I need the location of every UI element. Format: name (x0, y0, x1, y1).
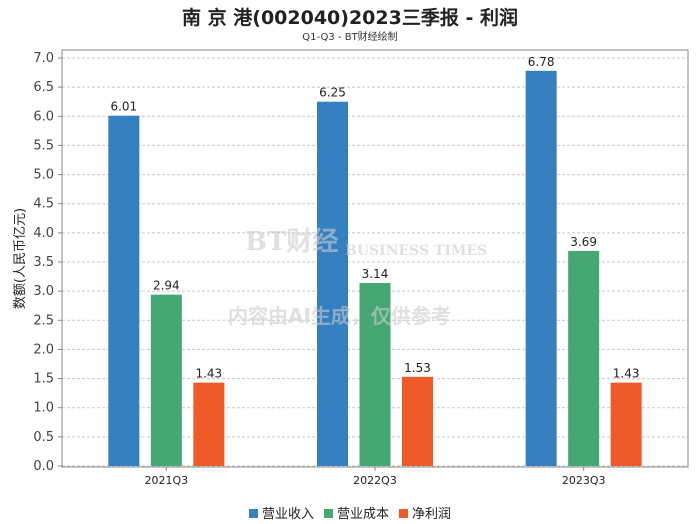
legend-item[interactable]: 净利润 (399, 507, 451, 522)
watermark-brand-en: BUSINESS TIMES (345, 243, 488, 259)
y-tick-label: 2.5 (33, 313, 54, 328)
legend-label: 营业成本 (336, 507, 389, 522)
y-tick-label: 1.5 (33, 372, 54, 387)
legend-item[interactable]: 营业收入 (248, 507, 314, 522)
data-label: 1.43 (613, 367, 640, 381)
y-tick-label: 5.0 (33, 168, 54, 183)
legend-label: 净利润 (412, 507, 452, 522)
bar-营业收入 (317, 101, 348, 466)
data-label: 6.78 (528, 55, 555, 69)
y-tick-label: 1.0 (33, 401, 54, 416)
data-label: 1.43 (195, 367, 222, 381)
legend-swatch (399, 509, 408, 518)
data-label: 6.01 (110, 100, 137, 114)
x-tick-label: 2021Q3 (145, 474, 189, 487)
y-tick-label: 3.0 (33, 284, 54, 299)
watermark-brand: BT财经 (245, 227, 339, 257)
watermark-notice: 内容由AI生成，仅供参考 (228, 304, 451, 328)
y-tick-label: 7.0 (33, 51, 54, 66)
legend-label: 营业收入 (261, 507, 314, 522)
bar-营业收入 (108, 115, 140, 467)
bar-营业成本 (359, 282, 391, 466)
y-tick-label: 5.5 (33, 138, 54, 153)
x-tick-label: 2022Q3 (353, 474, 397, 487)
y-tick-label: 6.0 (33, 109, 54, 124)
y-tick-label: 6.5 (33, 80, 54, 95)
bar-净利润 (402, 376, 433, 466)
chart-title: 南 京 港(002040)2023三季报 - 利润 (182, 7, 518, 29)
legend-item[interactable]: 营业成本 (323, 507, 389, 522)
chart-subtitle: Q1-Q3 - BT财经绘制 (302, 32, 398, 43)
legend-swatch (323, 509, 333, 518)
y-axis-label: 数额(人民币亿元) (13, 208, 28, 309)
legend-swatch (248, 509, 258, 518)
y-tick-label: 3.5 (33, 255, 54, 270)
bar-营业成本 (568, 250, 600, 466)
bar-净利润 (610, 382, 642, 466)
bar-营业成本 (150, 294, 182, 466)
data-label: 3.14 (362, 267, 389, 281)
y-tick-label: 4.0 (33, 226, 54, 241)
x-tick-label: 2023Q3 (562, 474, 606, 487)
y-tick-label: 4.5 (33, 197, 54, 212)
bar-营业收入 (525, 70, 557, 466)
y-tick-label: 0.0 (33, 459, 54, 474)
bar-净利润 (193, 382, 225, 466)
data-label: 1.53 (404, 361, 431, 375)
data-label: 2.94 (153, 279, 180, 293)
y-tick-label: 0.5 (33, 430, 54, 445)
data-label: 6.25 (319, 86, 346, 100)
data-label: 3.69 (570, 235, 597, 249)
y-tick-label: 2.0 (33, 342, 54, 357)
legend: 营业收入 营业成本 净利润 (0, 503, 700, 522)
